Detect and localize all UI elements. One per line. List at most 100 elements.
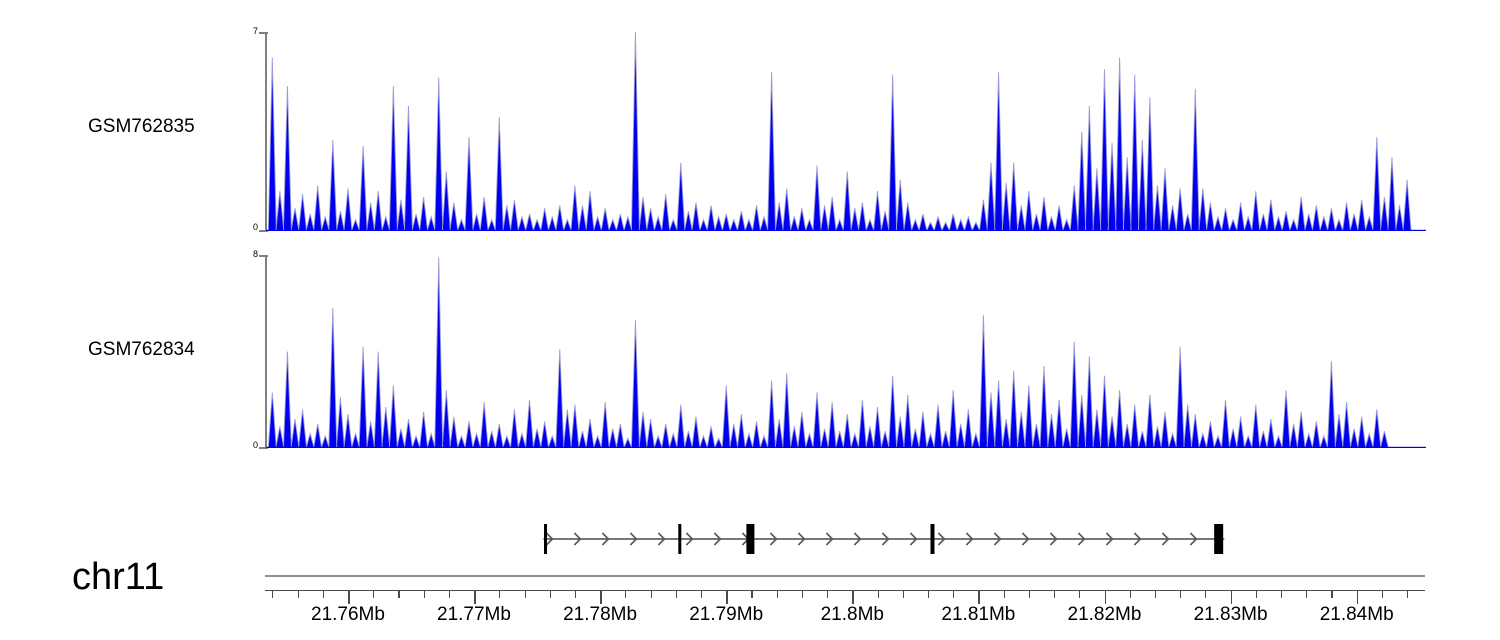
ruler-minor-tick [801, 590, 804, 598]
signal-baseline [266, 446, 1426, 448]
strand-arrow-icon [1049, 532, 1058, 546]
y-axis-max-label-track2: 8 [252, 249, 258, 259]
ruler-minor-tick [1205, 590, 1207, 598]
ruler-tick-label: 21.83Mb [1193, 604, 1268, 625]
signal-area-GSM762834 [266, 257, 1389, 448]
ruler-minor-tick [625, 590, 627, 598]
signal-plot-gsm762835[interactable] [266, 32, 1426, 231]
ruler-minor-tick [574, 590, 577, 598]
ruler-minor-tick [953, 590, 955, 598]
strand-arrow-icon [797, 532, 806, 546]
strand-arrow-icon [1133, 532, 1142, 546]
ruler-minor-tick [1407, 590, 1409, 598]
ruler-minor-tick [272, 590, 274, 598]
ruler-major-tick [852, 590, 854, 604]
ruler-minor-tick [1180, 590, 1182, 598]
ruler-minor-tick [675, 590, 677, 598]
signal-track-gsm762835[interactable]: GSM762835 7 0 [0, 0, 1500, 240]
ruler-minor-tick [1255, 590, 1257, 598]
ruler-minor-tick [1154, 590, 1157, 598]
ruler-tick-label: 21.8Mb [820, 604, 884, 625]
ruler-minor-tick [776, 590, 778, 598]
ruler-minor-tick [701, 590, 703, 598]
signal-plot-gsm762834[interactable] [266, 255, 1426, 448]
y-axis-top-cap-track2 [259, 255, 268, 257]
ruler-tick-label: 21.77Mb [437, 604, 511, 625]
strand-arrow-icon [1105, 532, 1114, 546]
strand-arrow-icon [601, 532, 610, 546]
ruler-major-tick [1356, 590, 1359, 604]
gene-model-track[interactable] [0, 515, 1500, 560]
ruler-minor-tick [373, 590, 375, 598]
strand-arrow-icon [769, 532, 778, 546]
ruler-minor-tick [1054, 590, 1056, 598]
ruler-minor-tick [650, 590, 652, 598]
chromosome-label: chr11 [72, 556, 165, 598]
strand-arrow-icon [657, 532, 666, 546]
ruler-major-tick [978, 590, 980, 604]
gene-exon-block[interactable] [544, 524, 548, 554]
ruler-minor-tick [928, 590, 930, 598]
y-axis-max-label-track1: 7 [252, 26, 258, 36]
ruler-minor-tick [877, 590, 879, 598]
ruler-minor-tick [1381, 590, 1384, 598]
ruler-baseline [265, 575, 1425, 577]
signal-baseline [266, 229, 1426, 231]
gene-exon-block[interactable] [746, 524, 755, 554]
strand-arrow-icon [685, 532, 694, 546]
gene-exon-block[interactable] [930, 524, 935, 554]
strand-arrow-icon [713, 532, 722, 546]
ruler-tick-label: 21.78Mb [563, 604, 638, 625]
strand-arrow-icon [993, 532, 1002, 546]
ruler-major-tick [600, 590, 602, 604]
y-axis-line-track1 [265, 32, 267, 231]
ruler-minor-tick [751, 590, 753, 598]
ruler-major-tick [726, 590, 728, 604]
y-axis-top-cap-track1 [259, 32, 268, 34]
ruler-tick-label: 21.79Mb [689, 604, 764, 625]
ruler-minor-tick [297, 590, 299, 598]
ruler-minor-tick [448, 590, 450, 598]
y-axis-bottom-cap-track1 [259, 230, 268, 232]
strand-arrow-icon [1021, 532, 1030, 546]
ruler-tick-label: 21.76Mb [311, 604, 385, 625]
ruler-major-tick [474, 590, 476, 604]
signal-area-GSM762835 [266, 32, 1426, 231]
ruler-tick-label: 21.81Mb [941, 604, 1016, 625]
ruler-minor-tick [902, 590, 904, 598]
ruler-minor-tick [827, 590, 829, 598]
ruler-minor-tick [1028, 590, 1030, 598]
signal-track-gsm762834[interactable]: GSM762834 8 0 [0, 0, 1500, 450]
ruler-minor-tick [1281, 590, 1283, 598]
ruler-tick-axis [265, 590, 1425, 592]
strand-arrow-icon [937, 532, 946, 546]
strand-arrow-icon [825, 532, 834, 546]
ruler-major-tick [1230, 590, 1233, 604]
ruler-minor-tick [1003, 590, 1005, 598]
ruler-minor-tick [499, 590, 501, 598]
ruler-minor-tick [1129, 590, 1131, 598]
ruler-minor-tick [524, 590, 526, 598]
ruler-minor-tick [322, 590, 324, 598]
track-label-gsm762835: GSM762835 [88, 116, 195, 137]
y-axis-min-label-track1: 0 [252, 222, 258, 232]
gene-exon-block[interactable] [1214, 524, 1224, 554]
strand-arrow-icon [573, 532, 582, 546]
gene-intron-line [543, 538, 1225, 540]
y-axis-line-track2 [265, 255, 267, 448]
strand-arrow-icon [853, 532, 862, 546]
strand-arrow-icon [909, 532, 918, 546]
strand-arrow-icon [881, 532, 890, 546]
ruler-minor-tick [423, 590, 425, 598]
gene-exon-block[interactable] [678, 524, 682, 554]
strand-arrow-icon [1161, 532, 1170, 546]
track-label-gsm762834: GSM762834 [88, 339, 195, 360]
ruler-tick-label: 21.84Mb [1319, 604, 1394, 625]
strand-arrow-icon [965, 532, 974, 546]
ruler-minor-tick [1331, 590, 1333, 598]
gene-model-svg[interactable] [0, 515, 1500, 560]
y-axis-bottom-cap-track2 [259, 447, 268, 449]
ruler-minor-tick [1079, 590, 1081, 598]
ruler-minor-tick [398, 590, 400, 598]
